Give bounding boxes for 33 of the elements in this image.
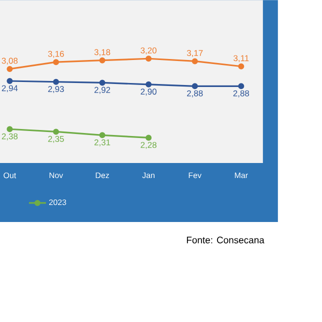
point [99, 57, 106, 64]
point [146, 81, 152, 88]
data-label: 2,88 [233, 90, 250, 98]
data-label: 2,28 [140, 142, 156, 149]
data-label: 2,93 [48, 86, 64, 94]
data-label: 2,31 [94, 139, 110, 146]
point [6, 78, 13, 84]
data-label: 3,08 [2, 58, 18, 65]
point [53, 59, 60, 66]
data-label: 2,35 [48, 136, 64, 143]
point [192, 58, 198, 64]
data-label: 2,88 [187, 90, 203, 98]
point [146, 56, 152, 62]
point [238, 83, 244, 90]
point [6, 66, 13, 72]
point [192, 83, 198, 90]
source-note: Fonte: Consecana [187, 236, 264, 244]
data-label: 2,38 [2, 133, 18, 140]
data-label: 3,17 [187, 50, 203, 58]
data-label: 2,90 [140, 88, 157, 96]
data-label: 3,20 [140, 47, 157, 54]
data-label: 2,94 [2, 85, 18, 92]
data-label: 3,11 [234, 55, 249, 62]
point [99, 80, 106, 86]
point [53, 128, 60, 135]
point [53, 78, 60, 85]
point [146, 134, 152, 141]
point [99, 132, 106, 138]
data-label: 3,16 [48, 50, 64, 58]
point [6, 126, 13, 132]
point [238, 63, 244, 70]
data-label: 2,92 [94, 86, 110, 94]
data-label: 3,18 [94, 49, 110, 56]
